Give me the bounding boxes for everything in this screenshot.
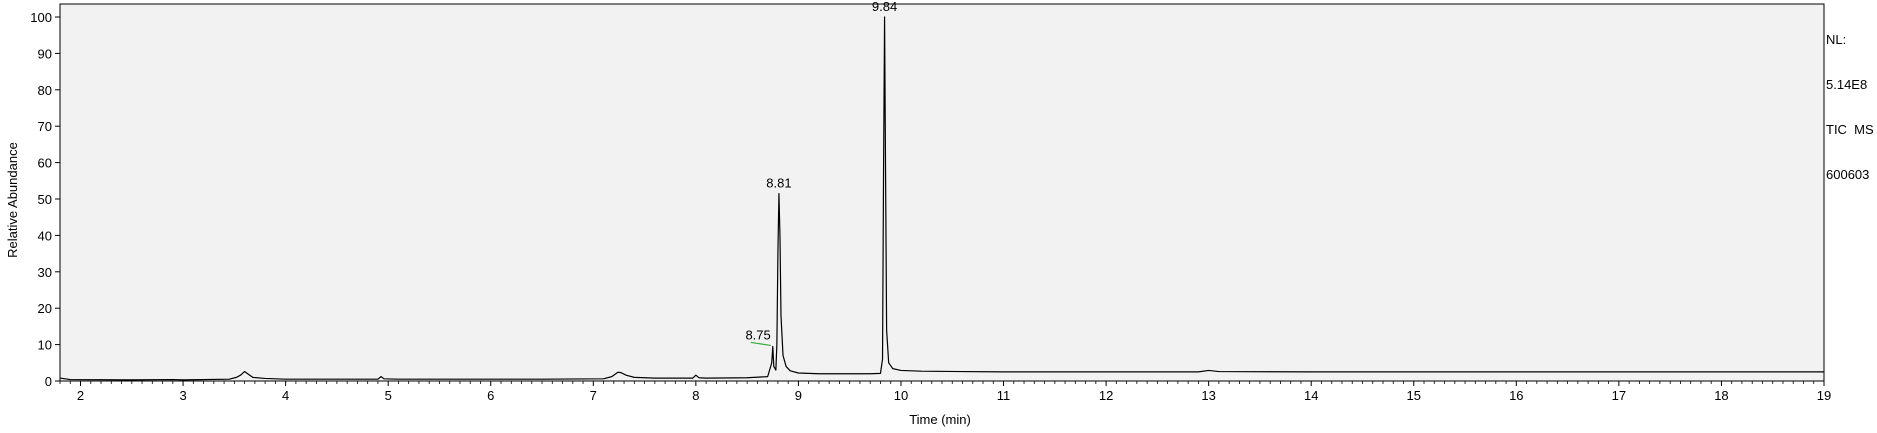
x-axis: 2 3 4 5 6 7 8 9 10 11 12 13 14 15 16 17 18 19 xyxy=(77,381,1831,403)
y-axis: 0 10 20 30 40 50 60 70 80 90 100 xyxy=(30,10,60,389)
x-tick-label: 17 xyxy=(1612,388,1626,403)
x-tick-label: 19 xyxy=(1817,388,1831,403)
peak-label: 8.75 xyxy=(745,327,770,342)
x-tick-label: 9 xyxy=(795,388,802,403)
x-tick-label: 5 xyxy=(385,388,392,403)
y-axis-label: Relative Abundance xyxy=(5,142,20,258)
y-tick-label: 20 xyxy=(38,301,52,316)
y-tick-label: 40 xyxy=(38,228,52,243)
x-tick-label: 10 xyxy=(894,388,908,403)
peak-labels: 8.75 8.81 9.84 xyxy=(745,0,897,347)
x-minor-ticks xyxy=(59,381,1815,384)
y-tick-label: 100 xyxy=(30,10,52,25)
x-tick-label: 8 xyxy=(692,388,699,403)
x-tick-label: 14 xyxy=(1304,388,1318,403)
nl-value: 5.14E8 xyxy=(1826,77,1868,92)
y-tick-label: 50 xyxy=(38,192,52,207)
x-tick-label: 4 xyxy=(282,388,289,403)
y-tick-label: 10 xyxy=(38,338,52,353)
peak-label: 8.81 xyxy=(766,176,791,191)
y-tick-label: 80 xyxy=(38,83,52,98)
scan-filter-label: TIC MS xyxy=(1826,122,1874,137)
x-tick-label: 18 xyxy=(1714,388,1728,403)
x-tick-label: 16 xyxy=(1509,388,1523,403)
y-tick-label: 70 xyxy=(38,119,52,134)
x-tick-label: 7 xyxy=(590,388,597,403)
x-tick-label: 13 xyxy=(1201,388,1215,403)
y-tick-label: 0 xyxy=(45,374,52,389)
x-tick-label: 2 xyxy=(77,388,84,403)
x-axis-label: Time (min) xyxy=(909,412,971,427)
x-tick-label: 12 xyxy=(1099,388,1113,403)
plot-area xyxy=(59,3,1825,382)
peak-label-leader xyxy=(750,341,771,347)
x-tick-label: 15 xyxy=(1407,388,1421,403)
x-tick-label: 11 xyxy=(997,388,1011,403)
x-tick-label: 6 xyxy=(487,388,494,403)
y-tick-label: 60 xyxy=(38,156,52,171)
peak-label: 9.84 xyxy=(872,0,897,14)
y-tick-label: 90 xyxy=(38,46,52,61)
header-annotations: NL: 5.14E8 TIC MS 600603 xyxy=(1826,2,1874,197)
nl-label: NL: xyxy=(1826,32,1847,47)
sample-id: 600603 xyxy=(1826,167,1870,182)
y-tick-label: 30 xyxy=(38,265,52,280)
tic-trace-line xyxy=(59,16,1824,381)
x-tick-label: 3 xyxy=(179,388,186,403)
